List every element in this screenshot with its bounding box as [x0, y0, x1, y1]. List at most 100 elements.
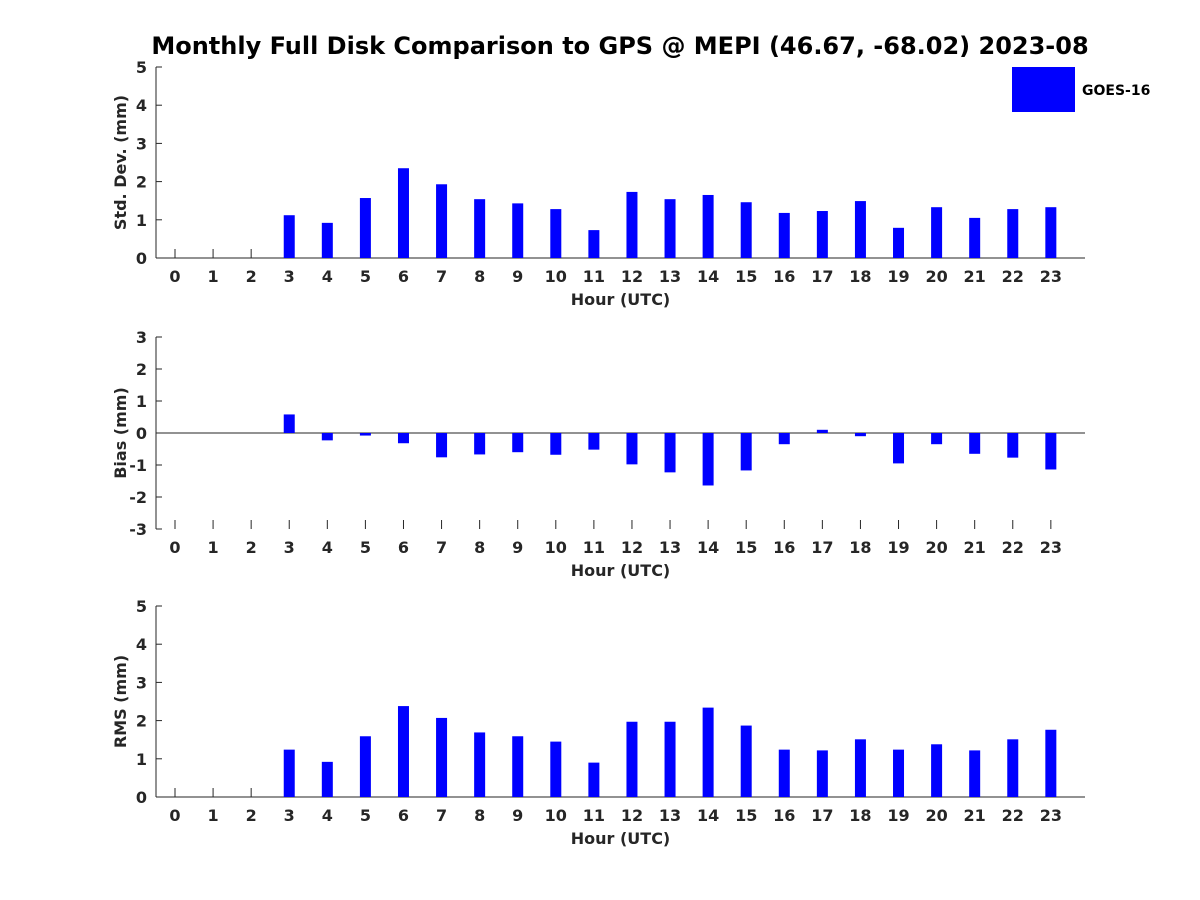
bar-hour-15: [740, 725, 752, 797]
x-tick-label: 12: [621, 267, 643, 286]
x-tick-label: 8: [474, 806, 485, 825]
y-tick-label: -1: [129, 456, 147, 475]
x-tick-label: 15: [735, 267, 757, 286]
bar-hour-4: [321, 222, 333, 258]
x-tick-label: 20: [925, 538, 947, 557]
legend: GOES-16: [1012, 67, 1150, 112]
x-tick-label: 19: [887, 806, 909, 825]
bar-hour-11: [588, 433, 600, 450]
x-tick-label: 23: [1040, 267, 1062, 286]
bar-hour-17: [816, 429, 828, 433]
x-tick-label: 15: [735, 806, 757, 825]
y-axis-label: Bias (mm): [111, 387, 130, 479]
x-tick-label: 14: [697, 267, 719, 286]
legend-swatch: [1012, 67, 1075, 112]
bar-hour-5: [359, 433, 371, 436]
x-tick-label: 19: [887, 538, 909, 557]
x-tick-label: 22: [1002, 538, 1024, 557]
y-tick-label: 5: [136, 597, 147, 616]
y-tick-label: 0: [136, 424, 147, 443]
x-tick-label: 2: [246, 267, 257, 286]
x-tick-label: 0: [169, 806, 180, 825]
legend-label: GOES-16: [1082, 83, 1150, 99]
x-tick-label: 20: [925, 806, 947, 825]
x-tick-label: 13: [659, 538, 681, 557]
x-tick-label: 18: [849, 267, 871, 286]
x-tick-label: 16: [773, 806, 795, 825]
x-tick-label: 3: [284, 806, 295, 825]
x-tick-label: 7: [436, 806, 447, 825]
x-tick-label: 17: [811, 806, 833, 825]
x-axis-label: Hour (UTC): [571, 290, 671, 309]
bar-hour-8: [474, 732, 486, 797]
bar-hour-9: [512, 203, 524, 258]
bar-hour-19: [893, 749, 905, 797]
x-tick-label: 16: [773, 538, 795, 557]
x-tick-label: 3: [284, 538, 295, 557]
bar-hour-20: [931, 744, 943, 797]
y-tick-label: -2: [129, 488, 147, 507]
bar-hour-5: [359, 736, 371, 797]
x-tick-label: 2: [246, 538, 257, 557]
x-tick-label: 21: [964, 538, 986, 557]
bar-hour-10: [550, 433, 562, 455]
x-tick-label: 14: [697, 806, 719, 825]
bar-hour-14: [702, 194, 714, 258]
x-tick-label: 13: [659, 267, 681, 286]
x-tick-label: 1: [208, 806, 219, 825]
bar-hour-12: [626, 433, 638, 465]
y-axis-label: RMS (mm): [111, 655, 130, 748]
bar-hour-6: [397, 433, 409, 444]
x-tick-label: 10: [545, 806, 567, 825]
bar-hour-13: [664, 433, 676, 473]
x-tick-label: 17: [811, 267, 833, 286]
bar-hour-16: [778, 749, 790, 797]
x-tick-label: 22: [1002, 267, 1024, 286]
bar-hour-11: [588, 230, 600, 258]
bar-hour-22: [1007, 209, 1019, 258]
x-tick-label: 18: [849, 806, 871, 825]
x-tick-label: 8: [474, 267, 485, 286]
bar-hour-19: [893, 433, 905, 464]
x-tick-label: 21: [964, 806, 986, 825]
bar-hour-4: [321, 433, 333, 441]
bar-hour-9: [512, 736, 524, 797]
bar-hour-10: [550, 741, 562, 797]
bar-hour-17: [816, 750, 828, 797]
x-tick-label: 13: [659, 806, 681, 825]
bar-hour-16: [778, 212, 790, 258]
y-tick-label: 0: [136, 249, 147, 268]
bar-hour-20: [931, 433, 943, 445]
bar-hour-18: [854, 433, 866, 437]
bar-hour-12: [626, 191, 638, 258]
bar-hour-3: [283, 215, 295, 258]
x-tick-label: 20: [925, 267, 947, 286]
bar-hour-14: [702, 433, 714, 486]
x-tick-label: 6: [398, 267, 409, 286]
x-tick-label: 4: [322, 806, 333, 825]
x-tick-label: 11: [583, 538, 605, 557]
bar-hour-15: [740, 433, 752, 471]
x-tick-label: 2: [246, 806, 257, 825]
bar-hour-7: [436, 717, 448, 797]
x-tick-label: 3: [284, 267, 295, 286]
x-tick-label: 23: [1040, 806, 1062, 825]
x-tick-label: 15: [735, 538, 757, 557]
bar-hour-13: [664, 199, 676, 258]
y-tick-label: 3: [136, 673, 147, 692]
bar-hour-10: [550, 209, 562, 258]
x-tick-label: 19: [887, 267, 909, 286]
y-tick-label: 0: [136, 788, 147, 807]
x-tick-label: 0: [169, 267, 180, 286]
y-tick-label: 3: [136, 134, 147, 153]
x-tick-label: 11: [583, 267, 605, 286]
x-tick-label: 17: [811, 538, 833, 557]
y-tick-label: 2: [136, 360, 147, 379]
bar-hour-8: [474, 433, 486, 455]
bar-hour-16: [778, 433, 790, 445]
x-axis-label: Hour (UTC): [571, 561, 671, 580]
